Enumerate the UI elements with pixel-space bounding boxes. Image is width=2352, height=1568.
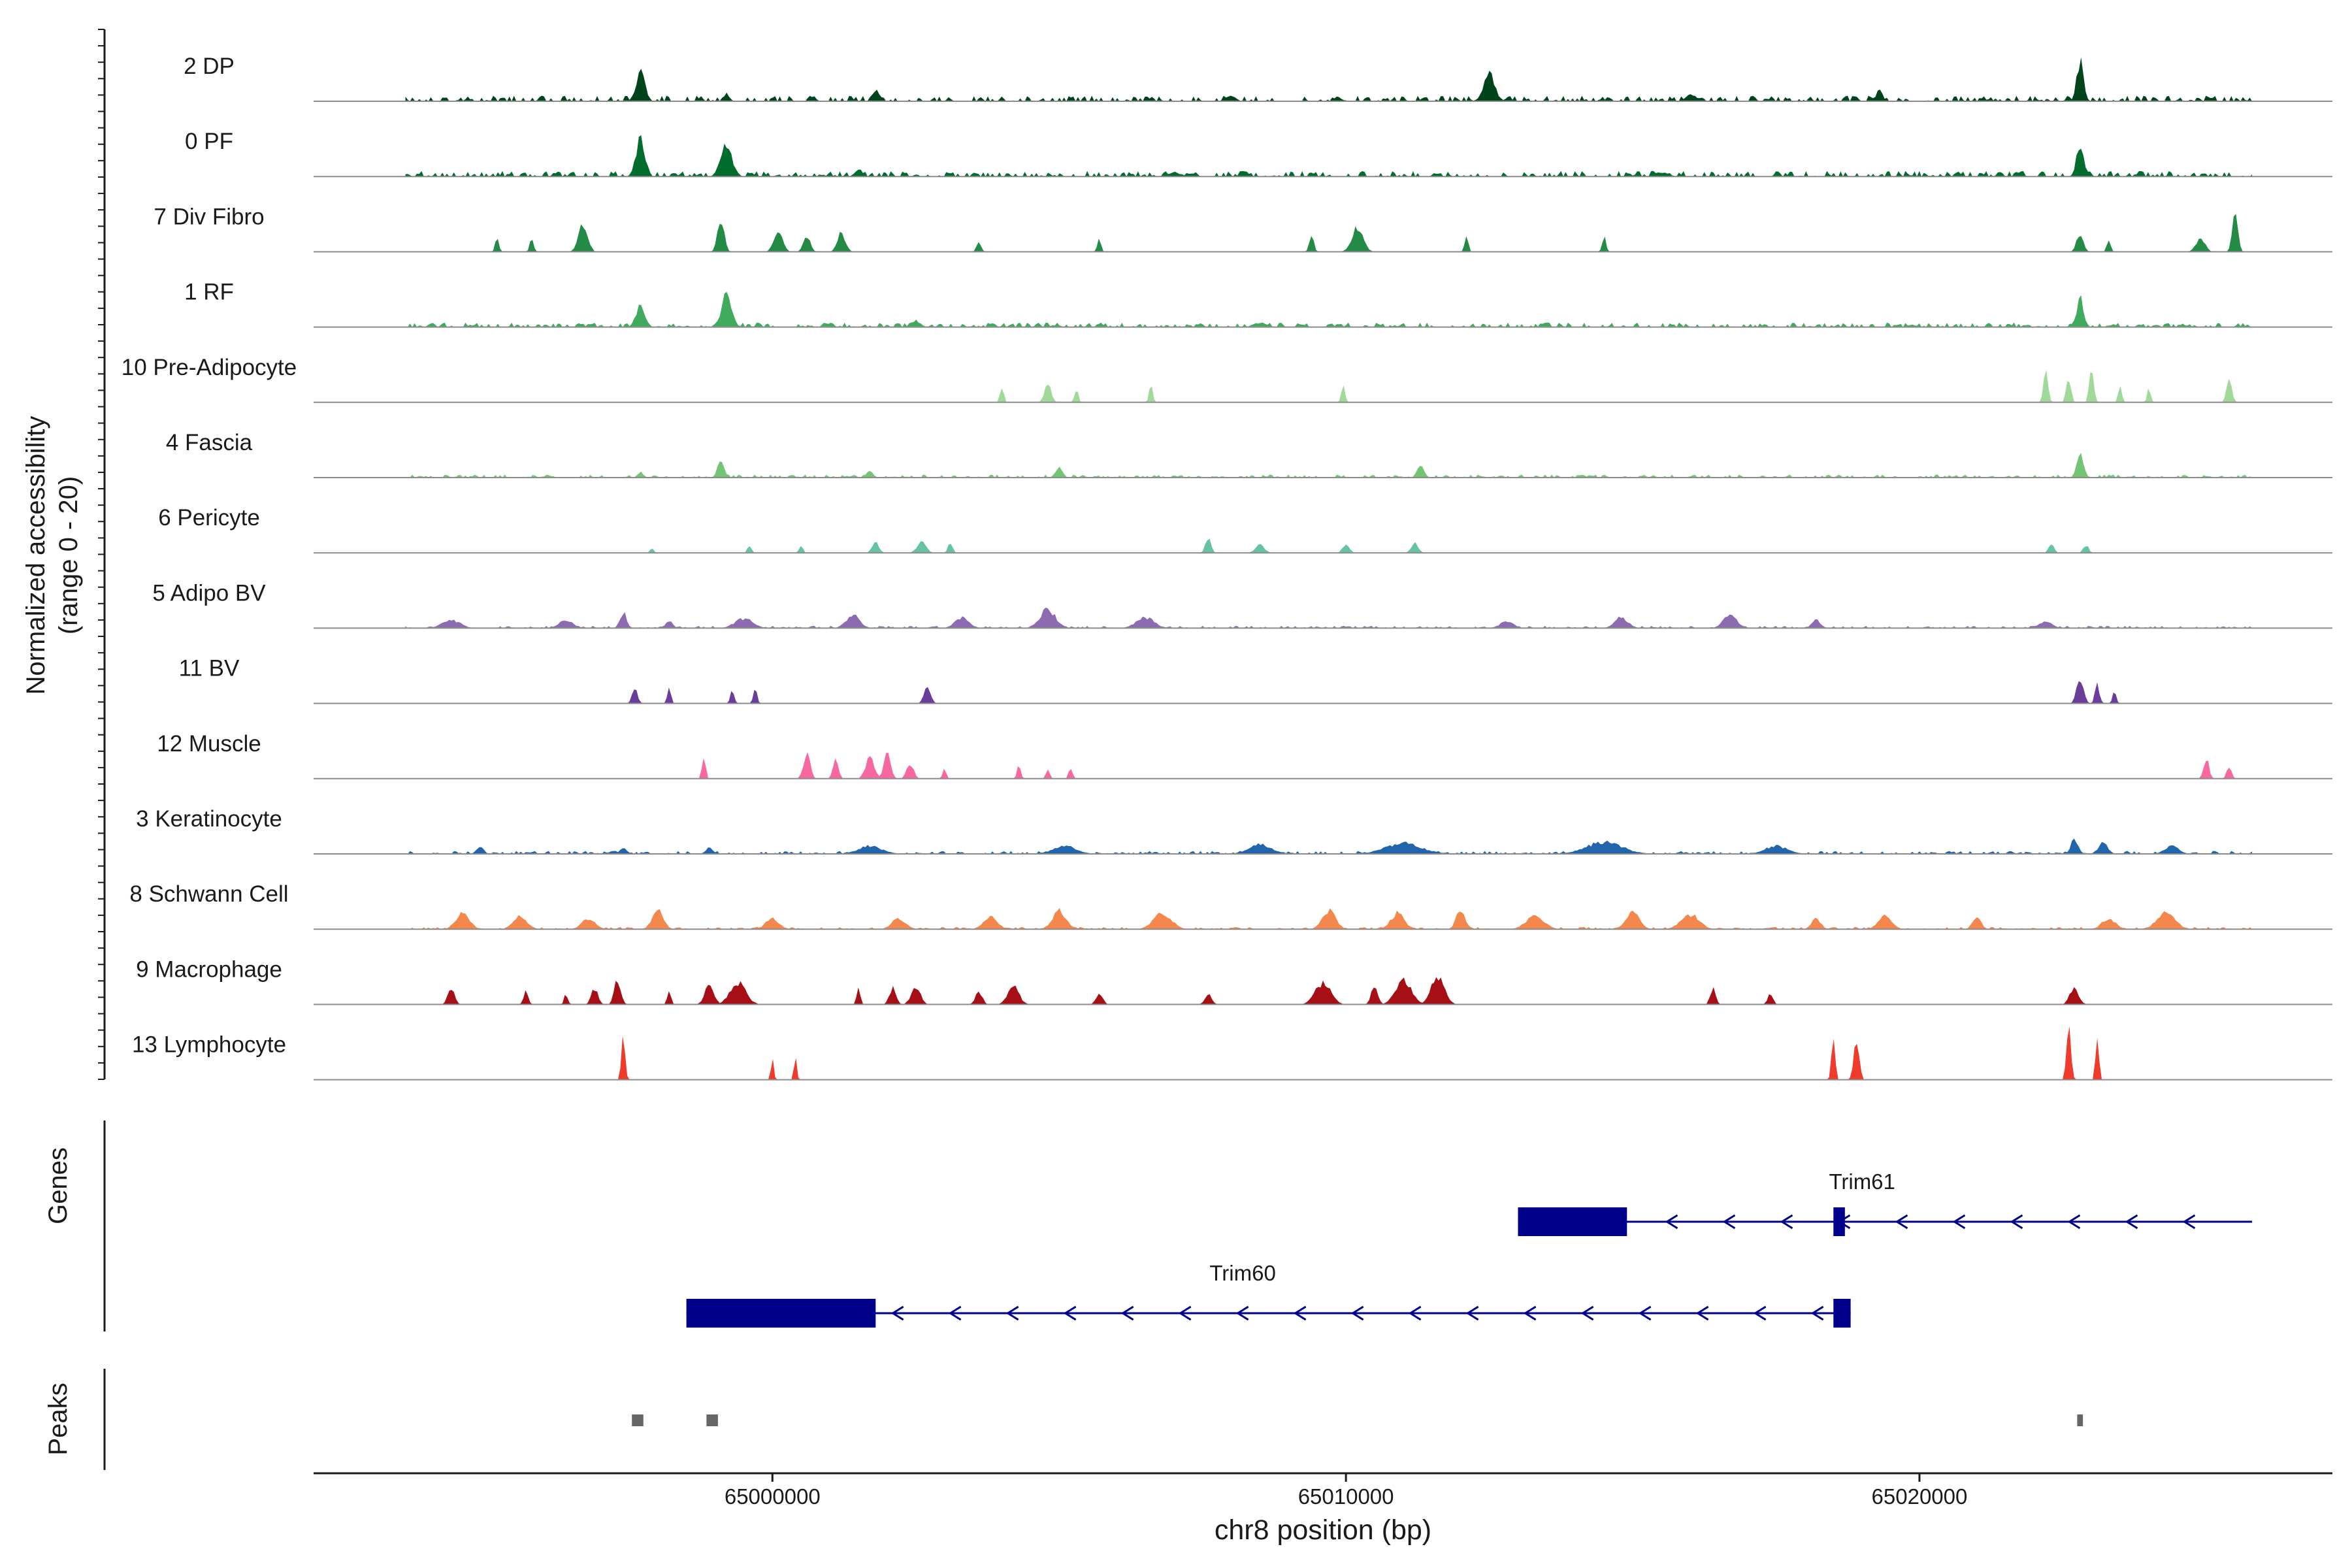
coverage-track: 13 Lymphocyte xyxy=(132,1026,2332,1081)
strand-chevron xyxy=(1722,1214,1736,1230)
track-label: 12 Muscle xyxy=(157,731,261,757)
track-label: 1 RF xyxy=(184,280,234,305)
gene-model: Trim61 xyxy=(1518,1169,2253,1236)
coverage-track: 8 Schwann Cell xyxy=(129,881,2332,930)
peak-region xyxy=(632,1414,644,1426)
coverage-area xyxy=(405,752,2253,779)
strand-chevron xyxy=(948,1305,962,1321)
strand-chevron xyxy=(890,1305,904,1321)
y-axis-label-line2: (range 0 - 20) xyxy=(54,476,83,634)
strand-chevron xyxy=(1810,1305,1824,1321)
coverage-area xyxy=(405,370,2253,402)
track-label: 11 BV xyxy=(179,656,240,681)
y-axis-label-line1: Normalized accessibility xyxy=(22,416,50,695)
x-tick-label: 65000000 xyxy=(725,1484,821,1509)
genes-panel: Trim61 Trim60 xyxy=(103,1120,2253,1331)
strand-chevron xyxy=(1005,1305,1019,1321)
coverage-area xyxy=(405,539,2253,553)
peak-region xyxy=(2077,1414,2083,1426)
coverage-track: 1 RF xyxy=(184,280,2332,328)
strand-chevron xyxy=(1523,1305,1537,1321)
coverage-area xyxy=(405,1026,2253,1080)
track-label: 2 DP xyxy=(184,54,235,79)
track-label: 13 Lymphocyte xyxy=(132,1032,286,1058)
strand-chevron xyxy=(1120,1305,1134,1321)
gene-model: Trim60 xyxy=(686,1261,1851,1328)
coverage-area xyxy=(405,977,2253,1005)
strand-chevron xyxy=(1178,1305,1192,1321)
coverage-area xyxy=(405,214,2253,252)
strand-chevron xyxy=(1580,1305,1594,1321)
x-axis: 65000000 65010000 65020000 xyxy=(314,1472,2332,1509)
coverage-area xyxy=(405,907,2253,930)
strand-chevron xyxy=(1665,1214,1678,1230)
gene-exon xyxy=(1833,1207,1845,1236)
coverage-track: 7 Div Fibro xyxy=(154,204,2332,253)
genes-axis-label: Genes xyxy=(44,1147,73,1224)
strand-chevron xyxy=(1350,1305,1364,1321)
gene-exon xyxy=(1833,1299,1851,1328)
strand-chevron xyxy=(2125,1214,2138,1230)
strand-chevron xyxy=(1063,1305,1077,1321)
coverage-track: 10 Pre-Adipocyte xyxy=(122,355,2332,403)
track-label: 0 PF xyxy=(185,129,233,154)
coverage-area xyxy=(405,291,2253,327)
strand-chevron xyxy=(1408,1305,1422,1321)
strand-chevron xyxy=(1780,1214,1793,1230)
strand-chevron xyxy=(2067,1214,2081,1230)
coverage-area xyxy=(405,453,2253,478)
coverage-area xyxy=(405,608,2253,629)
coverage-track: 4 Fascia xyxy=(166,430,2332,478)
coverage-area xyxy=(405,57,2253,101)
track-label: 4 Fascia xyxy=(166,430,253,455)
coverage-track: 2 DP xyxy=(184,54,2332,102)
peak-region xyxy=(706,1414,718,1426)
strand-chevron xyxy=(1695,1305,1709,1321)
track-label: 6 Pericyte xyxy=(158,505,260,531)
coverage-area xyxy=(405,681,2253,704)
track-label: 8 Schwann Cell xyxy=(129,881,288,907)
strand-chevron xyxy=(1465,1305,1479,1321)
strand-chevron xyxy=(1952,1214,1966,1230)
gene-name: Trim61 xyxy=(1829,1169,1895,1194)
strand-chevron xyxy=(1895,1214,1908,1230)
coverage-area xyxy=(405,135,2253,177)
strand-chevron xyxy=(1293,1305,1307,1321)
strand-chevron xyxy=(1235,1305,1249,1321)
coverage-area xyxy=(405,838,2253,854)
strand-chevron xyxy=(2182,1214,2196,1230)
coverage-panel: 2 DP 0 PF 7 Div Fibro 1 RF 10 Pre-Adipocyte 4… xyxy=(98,29,2332,1081)
track-label: 10 Pre-Adipocyte xyxy=(122,355,297,380)
coverage-track: 6 Pericyte xyxy=(158,505,2332,554)
x-tick-label: 65010000 xyxy=(1298,1484,1394,1509)
coverage-track: 9 Macrophage xyxy=(136,956,2332,1005)
x-axis-label: chr8 position (bp) xyxy=(1215,1514,1431,1546)
coverage-track: 0 PF xyxy=(185,129,2332,178)
gene-name: Trim60 xyxy=(1209,1261,1275,1285)
coverage-track: 5 Adipo BV xyxy=(152,580,2332,629)
coverage-track: 12 Muscle xyxy=(157,731,2332,779)
strand-chevron xyxy=(1753,1305,1767,1321)
peaks-panel xyxy=(103,1369,2083,1470)
coverage-track: 11 BV xyxy=(179,656,2332,704)
coverage-track: 3 Keratinocyte xyxy=(136,806,2332,855)
gene-exon xyxy=(1518,1207,1627,1236)
track-label: 5 Adipo BV xyxy=(152,580,266,606)
x-tick-label: 65020000 xyxy=(1872,1484,1968,1509)
strand-chevron xyxy=(1638,1305,1652,1321)
strand-chevron xyxy=(2010,1214,2023,1230)
track-label: 7 Div Fibro xyxy=(154,204,264,229)
gene-exon xyxy=(686,1299,876,1328)
peaks-axis-label: Peaks xyxy=(44,1382,73,1455)
track-label: 9 Macrophage xyxy=(136,956,282,982)
track-label: 3 Keratinocyte xyxy=(136,806,282,832)
